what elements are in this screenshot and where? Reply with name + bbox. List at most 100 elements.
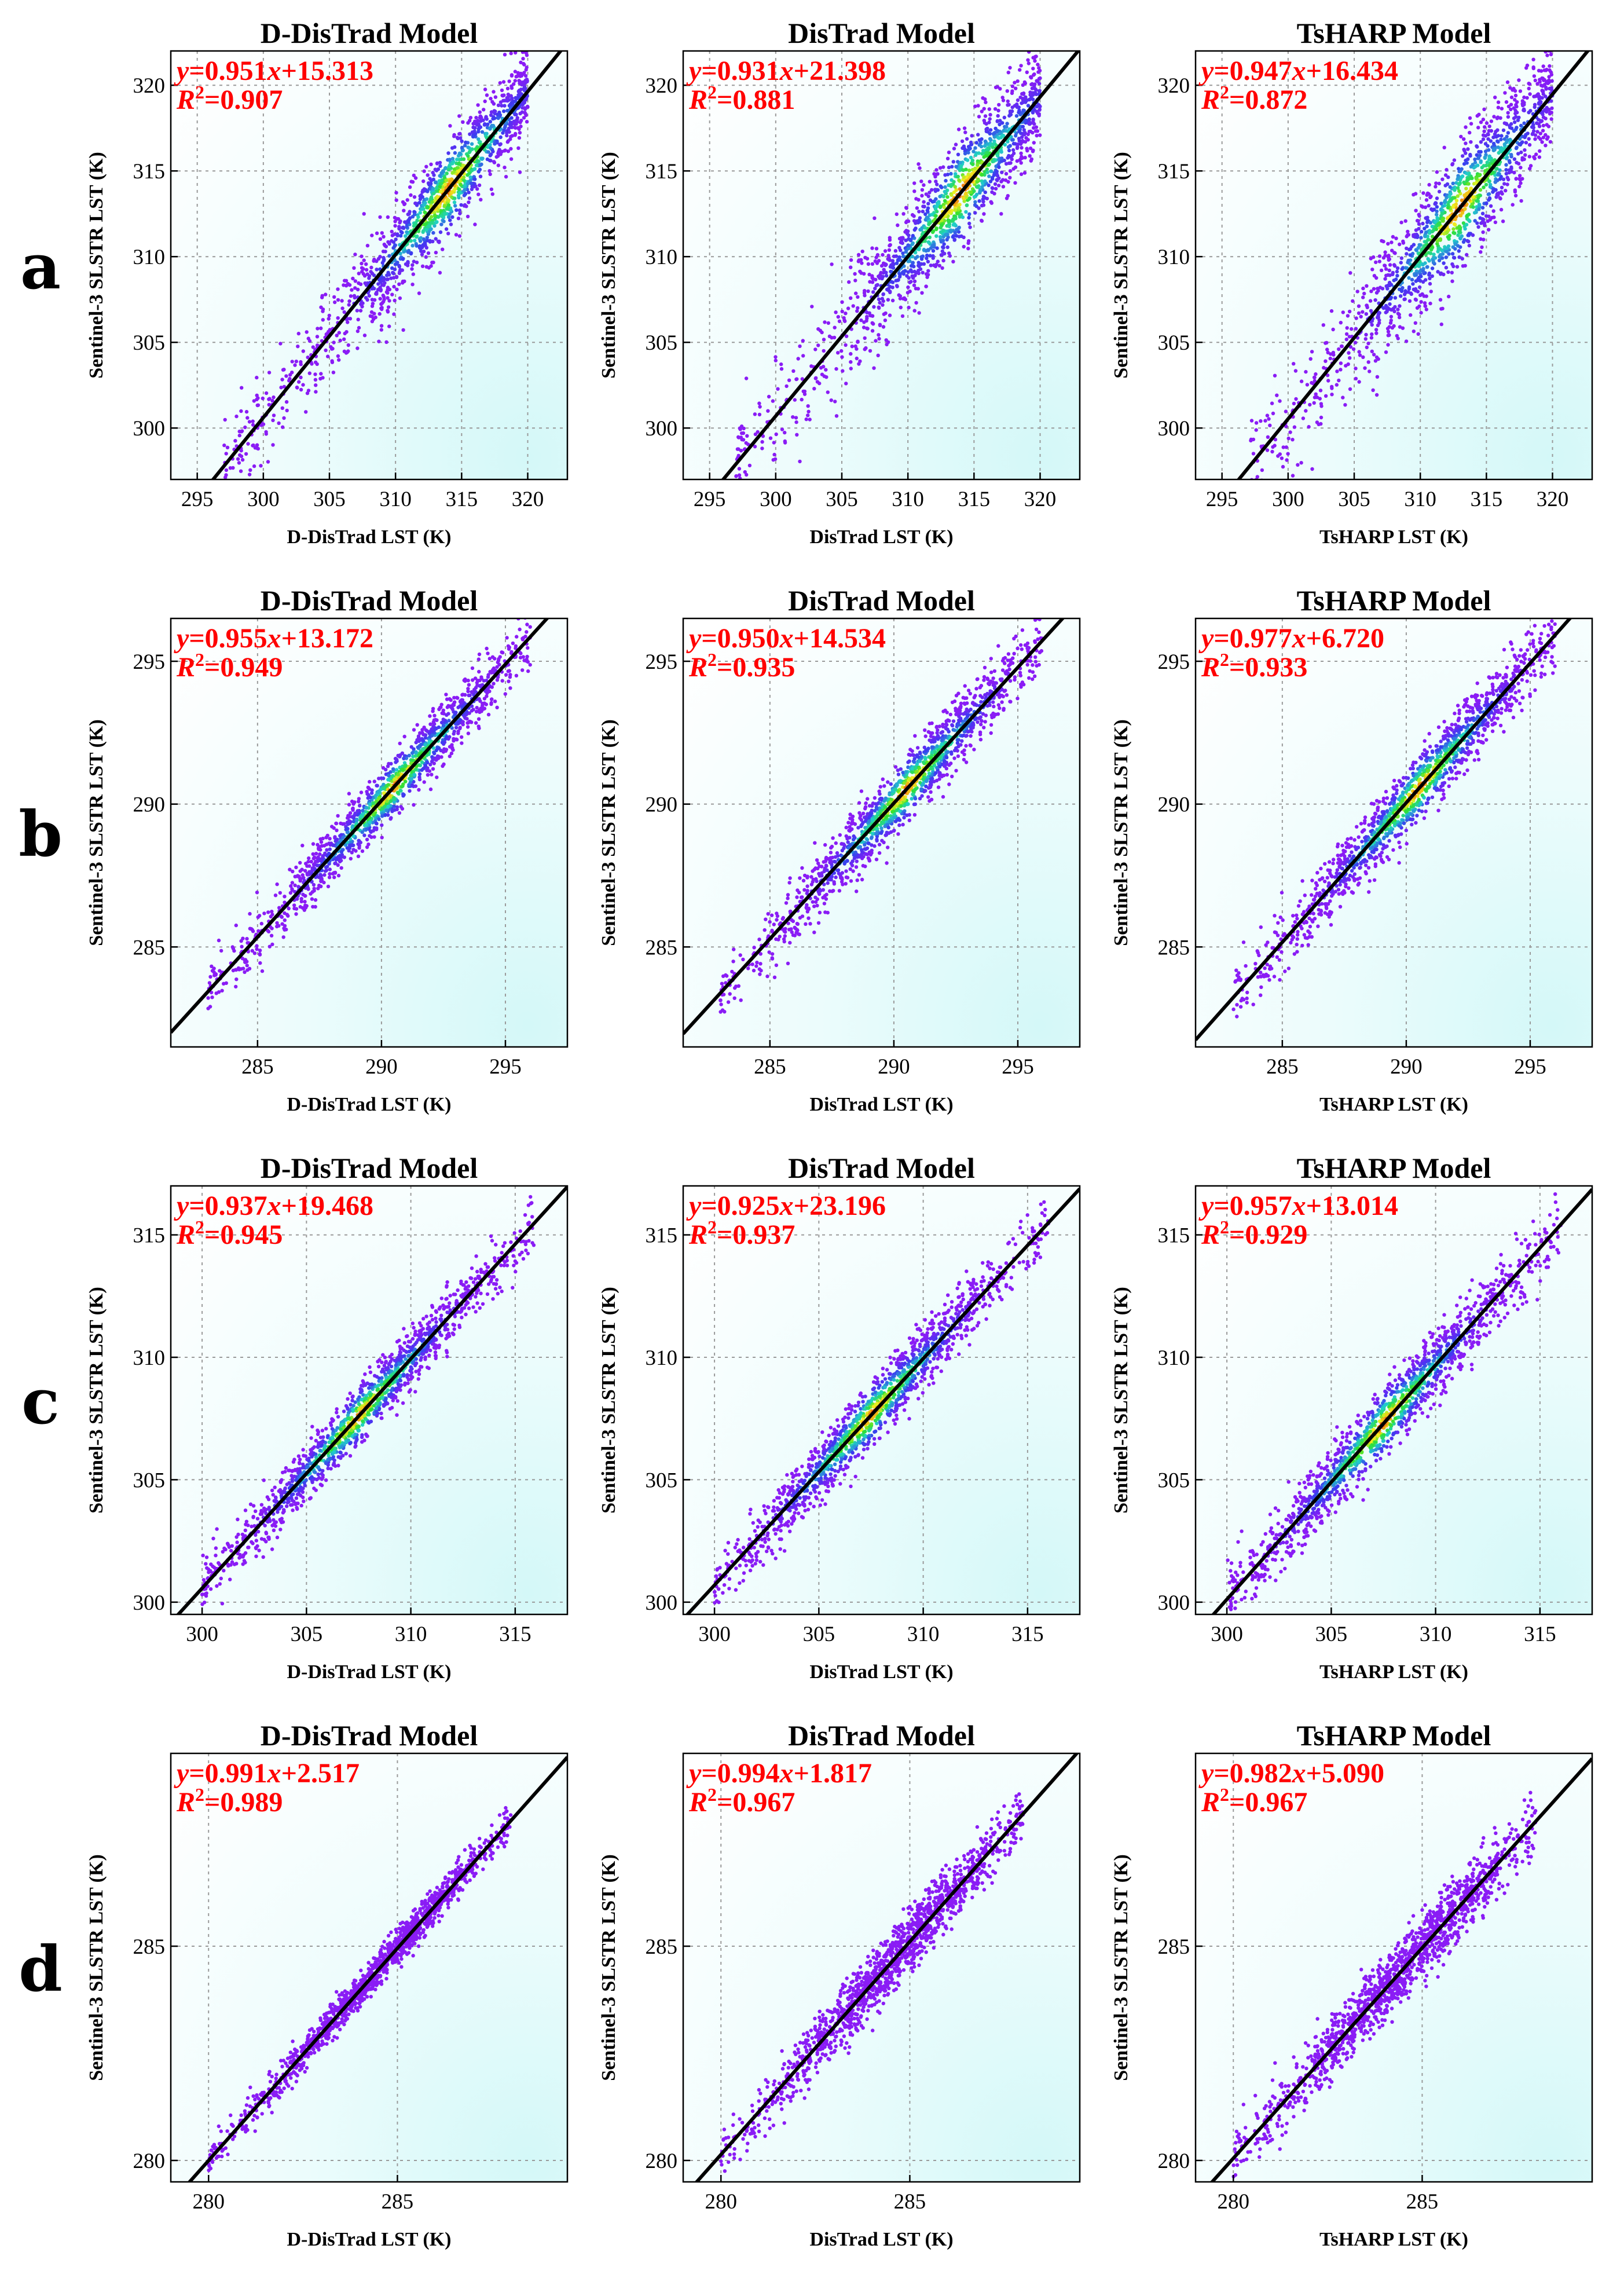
- scatter-point: [1549, 117, 1553, 121]
- scatter-point: [981, 149, 985, 153]
- scatter-point: [881, 325, 886, 329]
- scatter-point: [1435, 196, 1439, 200]
- scatter-point: [976, 163, 980, 167]
- scatter-point: [1374, 291, 1379, 295]
- scatter-point: [1438, 255, 1442, 259]
- scatter-point: [307, 339, 312, 343]
- scatter-point: [492, 109, 496, 113]
- scatter-point: [1527, 143, 1532, 147]
- scatter-point: [1417, 222, 1421, 226]
- r2-value: =0.907: [204, 85, 283, 115]
- scatter-point: [935, 246, 939, 250]
- scatter-point: [460, 145, 464, 149]
- scatter-point: [950, 219, 955, 223]
- scatter-point: [1393, 296, 1398, 300]
- scatter-point: [509, 134, 513, 139]
- scatter-point: [382, 259, 386, 263]
- scatter-point: [438, 270, 442, 275]
- scatter-point: [387, 324, 391, 328]
- scatter-point: [1425, 220, 1429, 225]
- scatter-point: [438, 189, 443, 194]
- scatter-point: [1429, 207, 1434, 211]
- scatter-point: [237, 461, 241, 465]
- scatter-point: [1357, 350, 1361, 354]
- scatter-point: [324, 348, 328, 353]
- scatter-point: [1535, 82, 1539, 86]
- scatter-point: [387, 273, 391, 277]
- scatter-point: [1391, 235, 1395, 239]
- scatter-point: [1386, 334, 1390, 338]
- scatter-point: [977, 115, 981, 119]
- scatter-point: [476, 103, 480, 107]
- scatter-point: [470, 187, 474, 192]
- scatter-point: [1548, 68, 1552, 72]
- scatter-point: [1457, 249, 1461, 253]
- scatter-point: [967, 197, 971, 201]
- scatter-point: [444, 227, 449, 231]
- scatter-point: [283, 895, 287, 899]
- eq-y: y: [1198, 56, 1214, 86]
- scatter-point: [421, 250, 426, 254]
- scatter-point: [826, 390, 830, 394]
- scatter-point: [438, 174, 442, 178]
- scatter-point: [382, 298, 386, 302]
- scatter-point: [1369, 336, 1374, 340]
- scatter-point: [952, 222, 957, 227]
- scatter-point: [849, 360, 853, 364]
- scatter-point: [1021, 124, 1025, 129]
- scatter-point: [772, 441, 776, 445]
- scatter-point: [1460, 198, 1464, 203]
- scatter-point: [398, 268, 402, 272]
- scatter-point: [491, 123, 496, 128]
- scatter-point: [1448, 199, 1452, 203]
- scatter-point: [1370, 323, 1374, 327]
- scatter-point: [856, 339, 860, 343]
- scatter-point: [478, 174, 483, 178]
- scatter-point: [966, 151, 970, 155]
- scatter-point: [1427, 182, 1431, 187]
- x-axis-label: DisTrad LST (K): [809, 526, 953, 548]
- scatter-point: [1549, 111, 1553, 115]
- scatter-point: [884, 274, 889, 278]
- scatter-point: [853, 279, 857, 283]
- scatter-point: [1428, 231, 1432, 235]
- scatter-point: [1453, 231, 1457, 235]
- scatter-point: [843, 319, 847, 323]
- scatter-point: [425, 236, 429, 240]
- scatter-point: [1010, 105, 1014, 109]
- scatter-point: [1549, 52, 1553, 57]
- scatter-point: [279, 386, 283, 390]
- x-tick-label: 295: [181, 488, 214, 511]
- scatter-point: [1470, 176, 1474, 180]
- scatter-point: [514, 131, 518, 136]
- scatter-point: [987, 120, 991, 124]
- scatter-point: [412, 213, 417, 217]
- scatter-point: [506, 149, 511, 153]
- scatter-point: [408, 789, 412, 793]
- scatter-point: [1544, 133, 1548, 137]
- scatter-point: [1374, 328, 1379, 332]
- scatter-point: [802, 392, 807, 396]
- scatter-point: [416, 229, 421, 233]
- scatter-point: [1341, 395, 1345, 400]
- scatter-point: [470, 169, 474, 173]
- scatter-point: [1501, 219, 1505, 224]
- scatter-point: [779, 362, 783, 367]
- scatter-point: [336, 316, 340, 320]
- scatter-point: [1501, 177, 1506, 181]
- scatter-point: [1466, 147, 1470, 151]
- scatter-point: [967, 215, 971, 220]
- scatter-point: [1019, 151, 1023, 155]
- scatter-point: [1512, 116, 1516, 120]
- scatter-point: [375, 291, 379, 295]
- scatter-point: [984, 127, 988, 131]
- scatter-point: [435, 775, 439, 779]
- scatter-point: [328, 847, 332, 851]
- scatter-point: [1014, 114, 1019, 118]
- scatter-point: [1450, 162, 1455, 166]
- scatter-point: [1377, 254, 1382, 258]
- scatter-point: [1033, 87, 1038, 91]
- scatter-point: [288, 867, 292, 871]
- scatter-point: [395, 217, 399, 221]
- scatter-point: [998, 122, 1002, 127]
